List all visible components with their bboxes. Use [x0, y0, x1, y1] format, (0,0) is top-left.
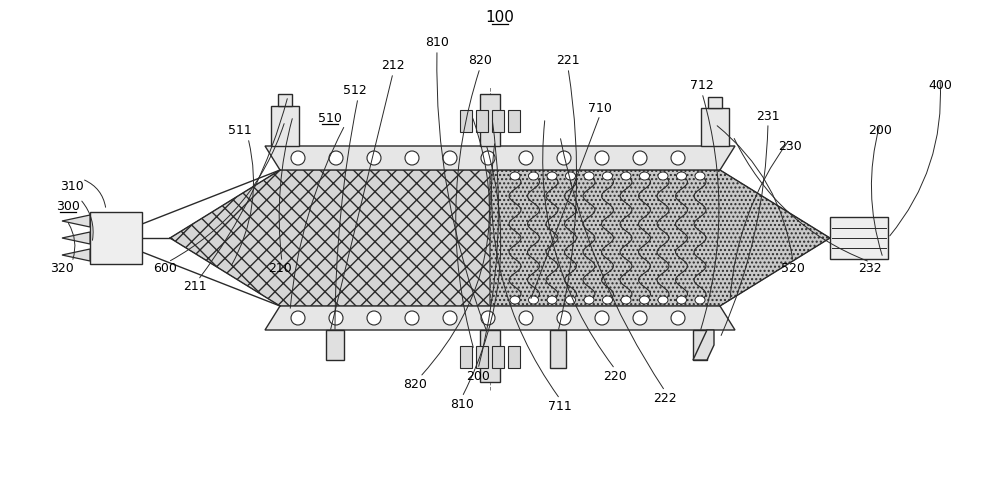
Bar [708, 97, 722, 108]
Ellipse shape [695, 296, 705, 304]
Text: 511: 511 [228, 124, 252, 138]
Bar [480, 330, 500, 382]
Circle shape [557, 311, 571, 325]
Bar [460, 110, 472, 132]
Ellipse shape [584, 296, 594, 304]
Circle shape [557, 151, 571, 165]
Text: 820: 820 [403, 378, 427, 390]
Text: 212: 212 [381, 59, 405, 72]
Circle shape [329, 151, 343, 165]
Ellipse shape [640, 296, 650, 304]
Text: 710: 710 [588, 102, 612, 115]
Bar [492, 346, 504, 368]
Circle shape [595, 151, 609, 165]
Polygon shape [490, 170, 830, 306]
Text: 100: 100 [486, 11, 514, 25]
Text: 512: 512 [343, 85, 367, 98]
Ellipse shape [658, 172, 668, 180]
Text: 810: 810 [450, 398, 474, 411]
Circle shape [367, 151, 381, 165]
Text: 810: 810 [425, 36, 449, 50]
Circle shape [443, 151, 457, 165]
Bar [326, 330, 344, 360]
Circle shape [519, 151, 533, 165]
Ellipse shape [510, 296, 520, 304]
Ellipse shape [547, 172, 557, 180]
Ellipse shape [676, 296, 686, 304]
Circle shape [291, 311, 305, 325]
Ellipse shape [658, 296, 668, 304]
Text: 400: 400 [928, 80, 952, 92]
Text: 222: 222 [653, 392, 677, 404]
Polygon shape [693, 330, 714, 360]
Ellipse shape [602, 172, 612, 180]
Circle shape [519, 311, 533, 325]
Bar [701, 108, 729, 146]
Circle shape [443, 311, 457, 325]
Circle shape [671, 151, 685, 165]
Bar [476, 346, 488, 368]
Ellipse shape [602, 296, 612, 304]
Text: 200: 200 [466, 369, 490, 382]
Bar [476, 110, 488, 132]
Circle shape [481, 311, 495, 325]
Text: 231: 231 [756, 109, 780, 122]
Ellipse shape [510, 172, 520, 180]
Ellipse shape [621, 172, 631, 180]
Text: 820: 820 [468, 54, 492, 68]
Text: 300: 300 [56, 199, 80, 212]
Text: 232: 232 [858, 261, 882, 275]
Bar [90, 212, 142, 264]
Ellipse shape [584, 172, 594, 180]
Text: 320: 320 [50, 261, 74, 275]
Text: 220: 220 [603, 369, 627, 382]
Ellipse shape [566, 172, 576, 180]
Polygon shape [62, 215, 90, 227]
Bar [278, 94, 292, 106]
Text: 712: 712 [690, 80, 714, 92]
Polygon shape [265, 146, 735, 170]
Ellipse shape [547, 296, 557, 304]
Text: 711: 711 [548, 399, 572, 413]
Polygon shape [62, 249, 90, 261]
Ellipse shape [621, 296, 631, 304]
Bar [508, 110, 520, 132]
Circle shape [671, 311, 685, 325]
Circle shape [291, 151, 305, 165]
Ellipse shape [676, 172, 686, 180]
Bar [550, 330, 566, 368]
Text: 520: 520 [781, 261, 805, 275]
Ellipse shape [566, 296, 576, 304]
Bar [271, 106, 299, 146]
Polygon shape [265, 306, 735, 330]
Bar [480, 94, 500, 146]
Circle shape [405, 151, 419, 165]
Circle shape [329, 311, 343, 325]
Bar [830, 217, 888, 259]
Text: 510: 510 [318, 111, 342, 124]
Text: 210: 210 [268, 261, 292, 275]
Bar [508, 346, 520, 368]
Bar [693, 330, 707, 360]
Bar [492, 110, 504, 132]
Ellipse shape [640, 172, 650, 180]
Circle shape [481, 151, 495, 165]
Ellipse shape [528, 172, 538, 180]
Polygon shape [62, 232, 90, 244]
Circle shape [633, 311, 647, 325]
Circle shape [367, 311, 381, 325]
Polygon shape [170, 170, 490, 306]
Text: 200: 200 [868, 124, 892, 138]
Text: 230: 230 [778, 139, 802, 153]
Text: 211: 211 [183, 279, 207, 293]
Circle shape [595, 311, 609, 325]
Ellipse shape [695, 172, 705, 180]
Text: 221: 221 [556, 54, 580, 68]
Text: 600: 600 [153, 261, 177, 275]
Ellipse shape [528, 296, 538, 304]
Text: 310: 310 [60, 179, 84, 192]
Circle shape [405, 311, 419, 325]
Bar [460, 346, 472, 368]
Circle shape [633, 151, 647, 165]
